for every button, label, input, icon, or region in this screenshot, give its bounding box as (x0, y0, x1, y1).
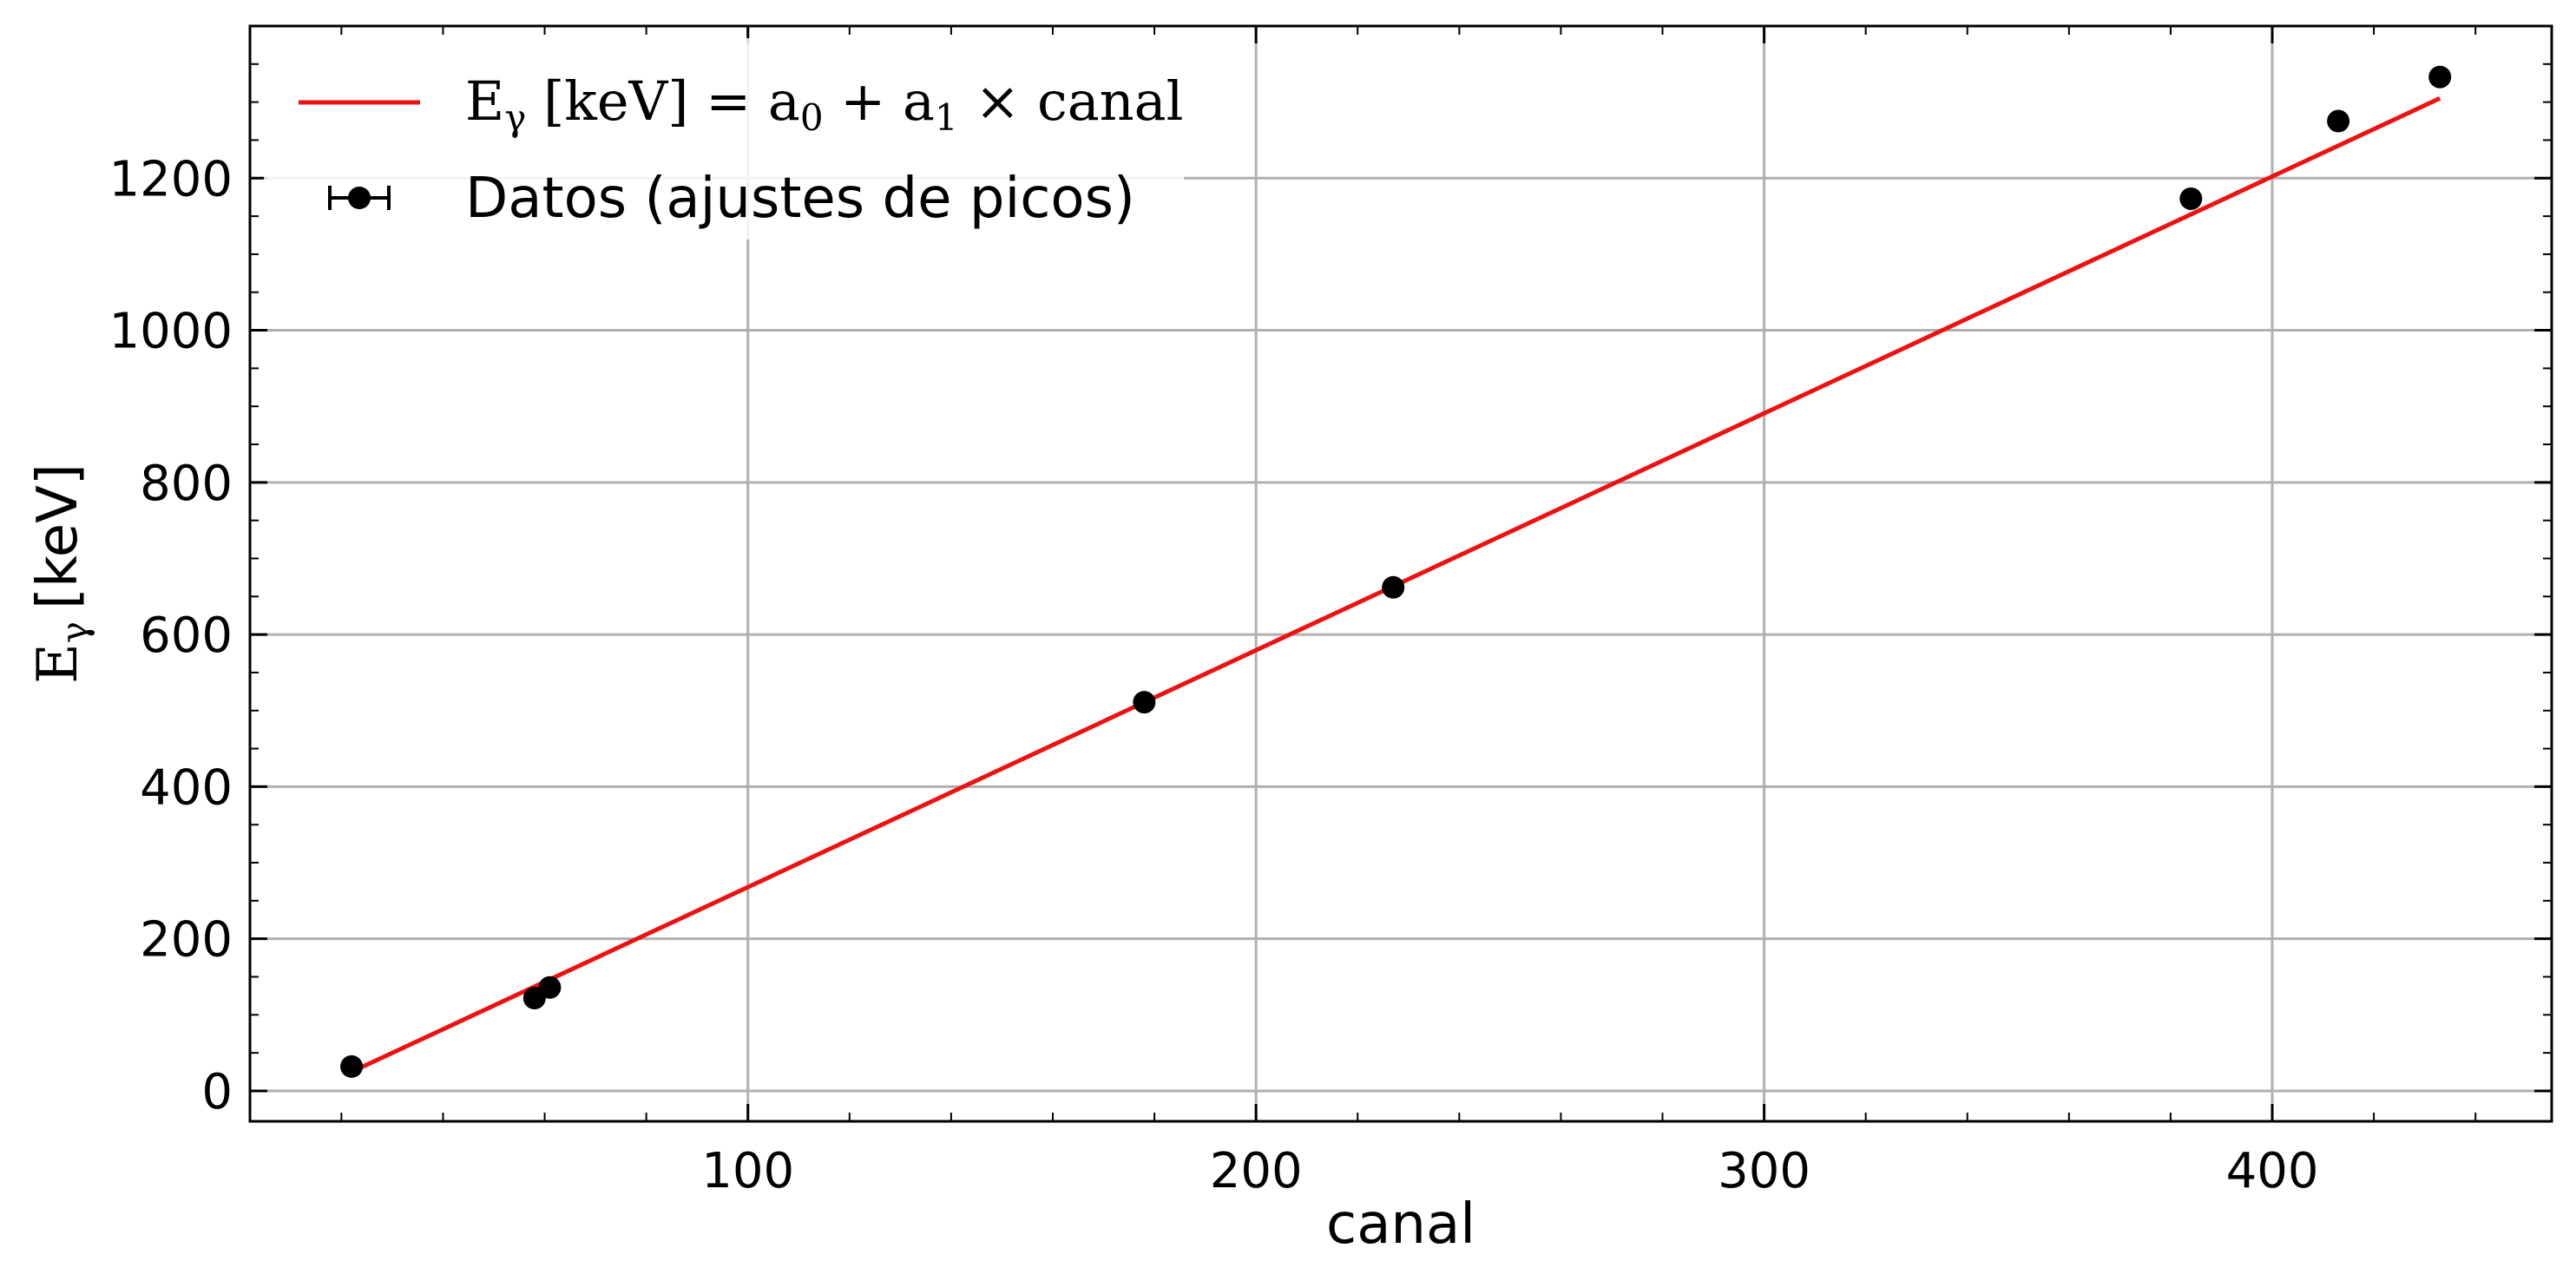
plot-frame (248, 24, 2553, 1123)
minor-ticks (250, 25, 2552, 1121)
y-tick-label: 1200 (108, 151, 233, 207)
data-point (1133, 691, 1156, 714)
data-point (2428, 65, 2452, 89)
y-axis-label-unit: [keV] (26, 463, 90, 609)
y-tick-labels: 0 200 400 600 800 1000 1200 (108, 151, 233, 1120)
legend-fit-plus: + a (824, 69, 935, 133)
legend-background (264, 38, 1184, 240)
data-point (2327, 109, 2350, 133)
data-point (538, 976, 562, 999)
x-tick-labels: 100 200 300 400 (701, 1143, 2318, 1199)
y-tick-label: 0 (201, 1064, 233, 1120)
y-tick-label: 600 (140, 608, 233, 664)
x-tick-label: 400 (2226, 1143, 2319, 1199)
legend-fit-lhs-subscript: γ (504, 96, 526, 139)
legend-data-label: Datos (ajustes de picos) (465, 167, 1135, 231)
data-point (2179, 187, 2203, 210)
x-tick-label: 300 (1718, 1143, 1810, 1199)
points-layer (340, 65, 2452, 1078)
x-tick-label: 100 (701, 1143, 794, 1199)
legend-data-swatch (328, 186, 391, 210)
legend-fit-a0-subscript: 0 (800, 96, 824, 139)
legend-fit-a1-subscript: 1 (935, 96, 958, 139)
x-tick-label: 200 (1210, 1143, 1303, 1199)
y-tick-label: 800 (140, 456, 233, 512)
y-axis-label-symbol: E (26, 643, 90, 684)
legend-marker (348, 187, 371, 209)
x-axis-label: canal (1326, 1192, 1475, 1257)
y-axis-label: Eγ [keV] (26, 463, 95, 684)
y-tick-label: 200 (140, 912, 233, 969)
legend-fit-lhs: E (465, 69, 504, 133)
legend-fit-eq: = a (689, 69, 800, 133)
data-point (340, 1054, 364, 1078)
y-tick-label: 400 (140, 759, 233, 816)
legend-fit-unit: [keV] (526, 69, 688, 133)
y-axis-label-subscript: γ (53, 621, 95, 643)
y-tick-label: 1000 (108, 304, 233, 360)
svg-text:Eγ[keV]: Eγ [keV] (26, 463, 95, 684)
legend: Eγ [keV] = a0 + a1 × canal Datos (ajuste… (264, 38, 1184, 240)
legend-fit-label: Eγ [keV] = a0 + a1 × canal (465, 69, 1183, 139)
data-point (1382, 575, 1405, 599)
legend-fit-rest: × canal (958, 69, 1184, 133)
